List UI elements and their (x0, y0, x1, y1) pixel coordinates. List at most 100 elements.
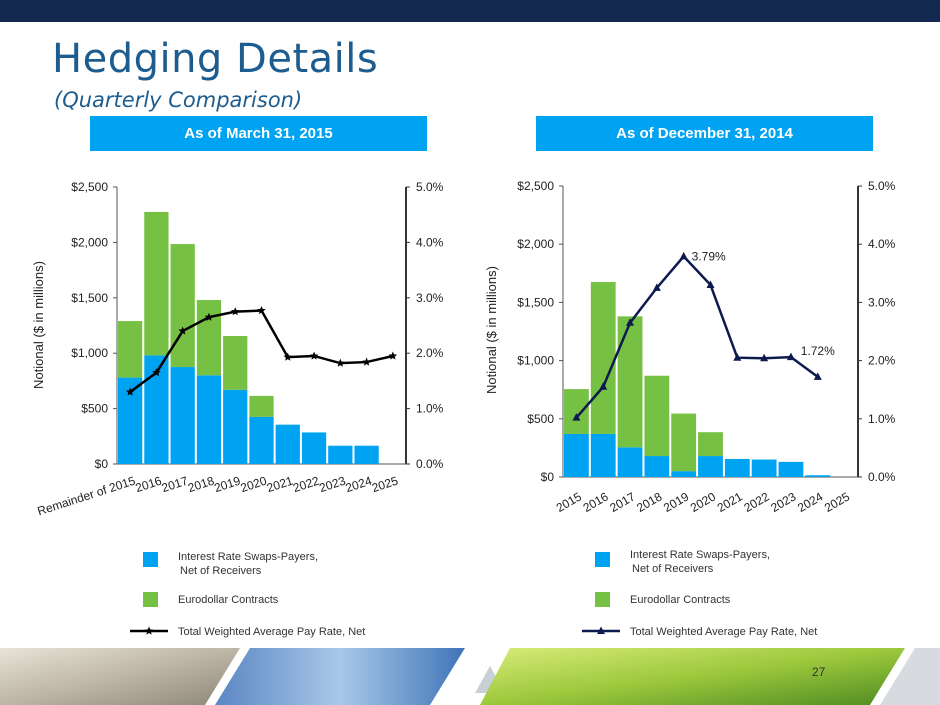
y2-tick-label: 1.0% (416, 402, 444, 416)
x-tick-label: 2023 (768, 489, 798, 515)
y2-tick-label: 5.0% (416, 180, 444, 194)
rate-marker (733, 353, 742, 361)
left-panel-heading: As of March 31, 2015 (90, 116, 427, 151)
y2-tick-label: 3.0% (416, 291, 444, 305)
bar-swaps-2022 (751, 459, 777, 477)
bar-eurodollar-2015 (564, 389, 589, 434)
rate-marker (125, 387, 135, 396)
legend-eurodollar-label: Eurodollar Contracts (178, 594, 279, 606)
legend-eurodollar-swatch (143, 592, 158, 607)
rate-marker (652, 283, 661, 291)
leaf-image (480, 648, 905, 705)
x-tick-label: 2025 (370, 473, 400, 495)
x-tick-label: 2015 (554, 489, 584, 515)
rate-marker (257, 306, 266, 315)
rate-marker (786, 352, 795, 361)
legend-eurodollar-swatch-right (595, 592, 610, 607)
bar-eurodollar-2016 (590, 282, 616, 434)
rate-annotation: 3.79% (692, 249, 726, 263)
rate-marker (760, 353, 769, 362)
footer-image-band (0, 648, 940, 705)
bar-eurodollar-2017 (617, 316, 643, 448)
rate-line (129, 309, 394, 393)
y-tick-label: $1,500 (517, 295, 554, 309)
x-tick-label: 2023 (318, 473, 348, 495)
x-tick-label: 2024 (795, 489, 825, 515)
bar-eurodollar-remainder-of-2015 (118, 321, 143, 378)
y2-tick-label: 4.0% (416, 235, 444, 249)
x-tick-label: 2024 (344, 473, 374, 495)
y-tick-label: $0 (541, 470, 555, 484)
bar-swaps-2022 (301, 432, 327, 464)
y2-tick-label: 2.0% (868, 354, 896, 368)
rate-marker (362, 357, 371, 366)
bar-swaps-2017 (617, 447, 643, 477)
legend-rate-marker (597, 626, 605, 634)
bar-swaps-2021 (275, 424, 300, 464)
chart-panel-2 (559, 185, 862, 634)
y-tick-label: $1,500 (71, 291, 108, 305)
legend-swaps-swatch-right (595, 552, 610, 567)
bar-eurodollar-2019 (223, 336, 248, 390)
rate-marker (178, 326, 187, 335)
rate-marker (388, 351, 398, 360)
legend-swaps-line2: Net of Receivers (180, 565, 262, 577)
page-title: Hedging Details (52, 36, 379, 82)
bar-swaps-2023 (328, 445, 353, 464)
rate-marker (336, 358, 345, 367)
legend-swaps-label: Interest Rate Swaps-Payers, Net of Recei… (178, 550, 318, 578)
footer-corner-shape (880, 648, 940, 705)
x-tick-label: 2020 (239, 473, 269, 495)
x-tick-label: Remainder of 2015 (36, 473, 138, 518)
bar-eurodollar-2018 (644, 375, 670, 457)
y-tick-label: $500 (527, 412, 554, 426)
bar-swaps-2024 (805, 475, 831, 477)
legend-swaps-swatch (143, 552, 158, 567)
bar-swaps-2024 (354, 445, 379, 464)
bar-eurodollar-2020 (249, 395, 274, 417)
y-tick-label: $2,500 (517, 179, 554, 193)
bar-swaps-2018 (644, 456, 670, 477)
y-tick-label: $2,500 (71, 180, 108, 194)
x-tick-label: 2016 (581, 489, 611, 515)
x-tick-label: 2019 (661, 489, 691, 515)
rate-marker (283, 352, 293, 361)
x-tick-label: 2020 (688, 489, 718, 515)
x-tick-label: 2021 (715, 489, 745, 515)
rate-marker (204, 312, 214, 321)
y2-tick-label: 1.0% (868, 412, 896, 426)
y-tick-label: $1,000 (71, 346, 108, 360)
bar-swaps-2023 (778, 461, 804, 477)
bar-swaps-2020 (249, 416, 274, 464)
x-tick-label: 2017 (607, 489, 637, 515)
y2-tick-label: 0.0% (868, 470, 896, 484)
chart-panel-1 (113, 186, 410, 635)
legend-swaps-line2-right: Net of Receivers (632, 563, 714, 575)
x-tick-label: 2021 (265, 473, 295, 495)
bar-swaps-2020 (698, 456, 723, 477)
x-tick-label: 2018 (634, 489, 664, 515)
x-tick-label: 2025 (822, 489, 852, 515)
legend-swaps-line1: Interest Rate Swaps-Payers, (178, 551, 319, 563)
bar-eurodollar-2019 (671, 413, 697, 472)
bar-swaps-2016 (590, 433, 616, 477)
sky-image (215, 648, 465, 705)
rate-marker (679, 251, 688, 260)
page-subtitle: (Quarterly Comparison) (54, 88, 303, 112)
y-tick-label: $1,000 (517, 354, 554, 368)
top-header-bar (0, 0, 940, 22)
page-number: 27 (812, 665, 826, 679)
bar-eurodollar-2016 (144, 211, 169, 356)
legend-swaps-line1-right: Interest Rate Swaps-Payers, (630, 549, 771, 561)
bar-swaps-2019 (671, 471, 697, 477)
y-tick-label: $2,000 (71, 235, 108, 249)
rate-marker (572, 413, 581, 421)
bar-swaps-2017 (170, 367, 195, 464)
x-tick-label: 2022 (742, 489, 772, 515)
bar-swaps-2018 (196, 375, 222, 464)
y2-tick-label: 4.0% (868, 237, 896, 251)
right-panel-heading: As of December 31, 2014 (536, 116, 873, 151)
legend-swaps-label-right: Interest Rate Swaps-Payers, Net of Recei… (630, 548, 770, 576)
rate-annotation: 1.72% (801, 344, 835, 358)
